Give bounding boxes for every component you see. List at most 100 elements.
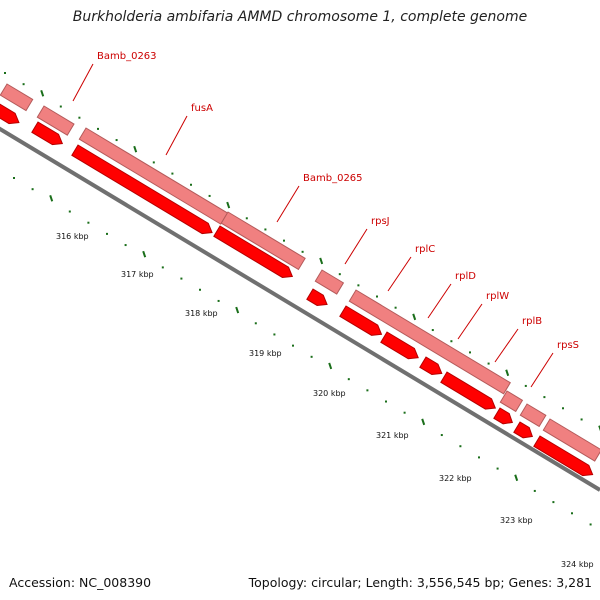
inner-tick-minor <box>440 434 443 437</box>
outer-tick-minor <box>78 116 81 119</box>
inner-tick-minor <box>589 523 592 526</box>
leader-line <box>387 256 412 292</box>
gene-arrow <box>380 331 419 360</box>
kbp-tick-label: 321 kbp <box>376 431 409 440</box>
inner-tick-major <box>328 362 333 370</box>
outer-tick-minor <box>59 105 62 108</box>
cds-block <box>314 269 345 295</box>
gene-arrow <box>440 371 497 410</box>
inner-tick-minor <box>552 501 555 504</box>
gene-labels: Bamb_0263 fusA Bamb_0265 rpsJ rplC rplD rplW rp… <box>72 51 579 388</box>
outer-tick-major <box>319 257 324 265</box>
outer-tick-minor <box>431 329 434 332</box>
inner-tick-minor <box>13 177 15 179</box>
gene-arrow <box>306 288 328 306</box>
kbp-tick-label: 320 kbp <box>313 389 346 398</box>
gene-arrow <box>31 121 64 146</box>
gene-label: rplW <box>486 291 509 302</box>
inner-tick-minor <box>254 322 257 325</box>
leader-line <box>530 352 554 388</box>
backbone-line <box>0 126 600 492</box>
genome-summary: Topology: circular; Length: 3,556,545 bp… <box>248 575 592 590</box>
inner-tick-minor <box>124 244 127 247</box>
gene-arrow <box>513 421 534 439</box>
gene-arrow <box>71 144 213 235</box>
outer-tick-minor <box>580 418 583 421</box>
outer-tick-minor <box>524 384 527 387</box>
cds-track <box>0 83 600 462</box>
inner-tick-major <box>49 195 54 202</box>
map-title: Burkholderia ambifaria AMMD chromosome 1… <box>72 9 528 25</box>
outer-tick-minor <box>283 239 285 242</box>
kbp-tick-label: 317 kbp <box>121 270 154 279</box>
inner-tick-minor <box>347 378 350 381</box>
inner-tick-minor <box>385 400 387 403</box>
kbp-tick-label: 318 kbp <box>185 309 218 318</box>
kbp-tick-label: 323 kbp <box>500 516 533 525</box>
gene-label: rpsS <box>557 340 579 351</box>
inner-tick-minor <box>478 456 480 459</box>
inner-tick-minor <box>310 355 313 358</box>
inner-tick-minor <box>403 411 406 414</box>
inner-tick-minor <box>459 445 462 448</box>
cds-block <box>78 127 229 225</box>
cds-block <box>348 289 511 395</box>
outer-tick-major <box>505 369 510 377</box>
leader-line <box>494 328 519 363</box>
inner-tick-minor <box>68 210 71 213</box>
gene-label: Bamb_0263 <box>97 51 157 62</box>
outer-tick-minor <box>450 340 453 343</box>
gene-label: Bamb_0265 <box>303 173 363 184</box>
gene-label: rpsJ <box>371 216 390 227</box>
inner-tick-minor <box>366 389 369 392</box>
leader-line <box>457 303 483 340</box>
leader-line <box>165 115 188 156</box>
outer-tick-minor <box>152 161 155 164</box>
cds-block <box>542 418 600 462</box>
leader-line <box>276 185 300 223</box>
outer-tick-minor <box>264 228 267 231</box>
gene-arrow <box>493 407 514 425</box>
gene-arrow <box>339 305 383 336</box>
inner-tick-minor <box>87 221 90 224</box>
leader-line <box>72 63 94 102</box>
outer-tick-minor <box>245 217 248 220</box>
outer-tick-minor <box>97 127 99 130</box>
outer-tick-minor <box>301 250 304 253</box>
gene-arrow <box>213 225 294 279</box>
inner-tick-minor <box>292 344 294 347</box>
outer-tick-minor <box>487 362 490 365</box>
leader-line <box>344 228 368 265</box>
kbp-tick-label: 322 kbp <box>439 474 472 483</box>
inner-tick-minor <box>106 232 108 235</box>
inner-tick-minor <box>571 512 573 515</box>
outer-tick-major <box>40 90 45 97</box>
outer-tick-minor <box>22 83 25 86</box>
inner-tick-minor <box>273 333 276 336</box>
outer-tick-minor <box>543 396 546 399</box>
inner-tick-minor <box>217 299 220 302</box>
inner-tick-minor <box>180 277 183 280</box>
outer-tick-minor <box>115 139 118 142</box>
cds-block <box>220 211 306 271</box>
outer-tick-minor <box>208 194 211 197</box>
outer-tick-minor <box>357 284 360 287</box>
outer-tick-minor <box>394 306 397 309</box>
outer-tick-minor <box>376 295 378 298</box>
gene-label: fusA <box>191 103 213 114</box>
outer-tick-minor <box>190 183 192 186</box>
gene-arrow <box>533 435 594 477</box>
outer-tick-minor <box>171 172 174 175</box>
leader-line <box>427 283 452 319</box>
inner-tick-minor <box>533 489 536 492</box>
tick-labels: 316 kbp 317 kbp 318 kbp 319 kbp 320 kbp 321 k… <box>56 232 594 569</box>
gene-track <box>0 102 594 477</box>
outer-tick-minor <box>338 273 341 276</box>
inner-tick-major <box>514 474 519 482</box>
inner-tick-minor <box>31 188 34 191</box>
outer-tick-major <box>412 313 417 321</box>
kbp-tick-label: 316 kbp <box>56 232 89 241</box>
inner-tick-minor <box>496 467 499 470</box>
gene-label: rplD <box>455 271 476 282</box>
outer-tick-major <box>133 145 138 153</box>
